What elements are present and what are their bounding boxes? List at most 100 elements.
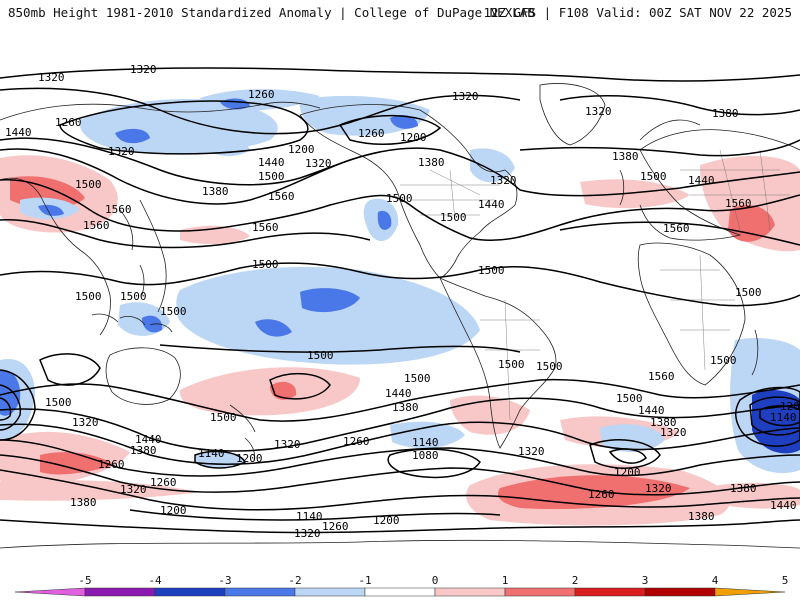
height-contours (0, 67, 800, 534)
contour-label: 1560 (268, 190, 295, 203)
contour-label: 1260 (322, 520, 349, 533)
contour-1320-bottom (0, 519, 800, 534)
contour-1380-east (519, 139, 800, 157)
coast-uk (619, 119, 701, 206)
anomaly-pos-s-pacific (0, 480, 200, 501)
coast-greenland (539, 83, 606, 146)
contour-label: 1200 (160, 504, 187, 517)
contour-label: 1440 (258, 156, 285, 169)
contour-label: 1500 (45, 396, 72, 409)
contour-low-w-c (0, 397, 12, 421)
contour-label: 1380 (730, 482, 757, 495)
coast-australia (105, 347, 181, 405)
anomaly-neg-n-pacific-core (115, 128, 150, 144)
contour-label: 1260 (588, 488, 615, 501)
contour-label: 1140 (198, 447, 225, 460)
contour-1320-north (0, 67, 800, 82)
anomaly-shading (0, 89, 800, 526)
contour-label: 1320 (305, 157, 332, 170)
contour-label: 1320 (294, 527, 321, 540)
contour-1260-east (338, 114, 442, 145)
contour-label: 1500 (307, 349, 334, 362)
contour-1560 (0, 218, 800, 249)
contour-1500-tropics (0, 262, 800, 307)
contour-label: 1320 (518, 445, 545, 458)
contour-label: 1500 (640, 170, 667, 183)
contour-1500 (0, 179, 800, 242)
anomaly-neg-s-pacific-2 (390, 421, 465, 449)
contour-1200-low (589, 439, 661, 469)
contour-label: 1260 (358, 127, 385, 140)
contour-1200-low-2 (608, 448, 647, 464)
contour-1200-south (0, 469, 800, 511)
contour-label: 1380 (712, 107, 739, 120)
contour-label: 1260 (150, 476, 177, 489)
anomaly-pos-s-indian (179, 367, 360, 416)
contour-label: 1440 (688, 174, 715, 187)
contour-1500-south (0, 378, 800, 422)
colorbar-segment (714, 587, 786, 597)
contour-low-w-a (0, 369, 36, 441)
anomaly-pos-s-america (450, 395, 530, 435)
contour-label: 1320 (585, 105, 612, 118)
anomaly-neg-c-pacific-core (300, 288, 360, 313)
contour-label: 1560 (252, 221, 279, 234)
coast-madagascar (751, 329, 759, 376)
contour-label: 1320 (72, 416, 99, 429)
contour-label: 1440 (5, 126, 32, 139)
contour-1080-low (387, 448, 481, 479)
contour-label: 1500 (210, 411, 237, 424)
contour-1500-tropics-2 (159, 344, 521, 353)
contour-low-w-b (0, 384, 22, 431)
coast-north-america (299, 104, 518, 279)
contour-label: 1500 (252, 258, 279, 271)
contour-label: 1200 (236, 452, 263, 465)
contour-label: 1440 (770, 499, 797, 512)
contour-label: 1440 (638, 404, 665, 417)
contour-1260 (59, 100, 309, 155)
colorbar-segment (294, 587, 366, 597)
anomaly-neg-alaska-core (390, 115, 418, 129)
contour-label: 1380 (612, 150, 639, 163)
contour-1260-south (0, 454, 800, 496)
contour-label: 1320 (38, 71, 65, 84)
contour-label: 1260 (55, 116, 82, 129)
anomaly-pos-sw-pacific-core (40, 452, 115, 475)
contour-label: 1500 (616, 392, 643, 405)
contour-label: 1500 (120, 290, 147, 303)
contour-label: 1500 (258, 170, 285, 183)
colorbar-segment (574, 587, 646, 597)
contour-low-se-c (759, 405, 800, 427)
contour-label: 1320 (108, 145, 135, 158)
contour-label: 1560 (105, 203, 132, 216)
contour-1440 (0, 147, 800, 205)
contour-label: 1500 (75, 290, 102, 303)
contour-1320-north-2 (0, 87, 521, 135)
colorbar-tick-label: -1 (358, 574, 371, 587)
colorbar-tick-label: 4 (712, 574, 719, 587)
colorbar-segment (14, 587, 86, 597)
model-run-info: 12Z GFS | F108 Valid: 00Z SAT NOV 22 202… (483, 5, 792, 20)
contour-label: 1380 (202, 185, 229, 198)
contour-label: 1320 (274, 438, 301, 451)
anomaly-pos-n-atlantic (580, 179, 690, 209)
contour-label: 1500 (478, 264, 505, 277)
contour-1500-w-aus (39, 353, 101, 386)
contour-label: 1440 (135, 433, 162, 446)
contour-label: 1260 (248, 88, 275, 101)
colorbar-tick-label: -2 (288, 574, 301, 587)
contour-label: 1380 (688, 510, 715, 523)
colorbar-tick-label: -4 (148, 574, 162, 587)
contour-high-s-indian (269, 372, 331, 400)
anomaly-neg-china-core (38, 204, 64, 216)
anomaly-neg-c-pacific (176, 266, 480, 365)
colorbar-segment (504, 587, 576, 597)
contour-label: 1140 (412, 436, 439, 449)
colorbar-segment (224, 587, 296, 597)
contour-label: 1560 (663, 222, 690, 235)
contour-label: 1500 (160, 305, 187, 318)
anomaly-neg-c-pacific-core2 (255, 319, 292, 337)
contour-1320-south (0, 439, 800, 477)
colorbar-tick-label: -3 (218, 574, 231, 587)
contour-label: 1200 (400, 131, 427, 144)
